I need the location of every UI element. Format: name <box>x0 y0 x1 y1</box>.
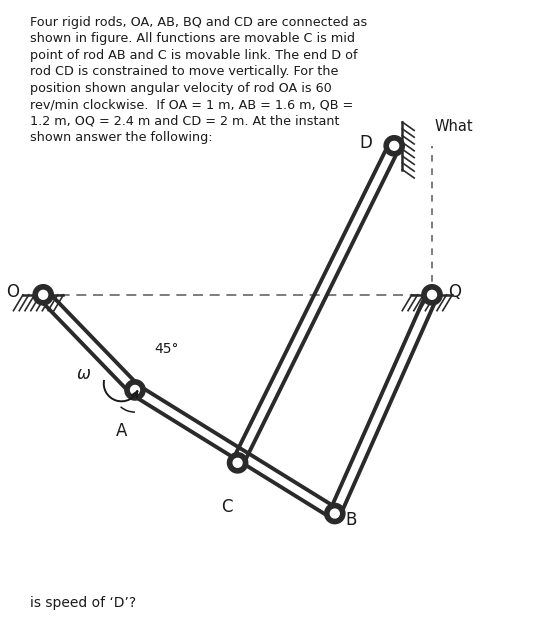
Ellipse shape <box>33 285 53 305</box>
Ellipse shape <box>330 509 339 518</box>
Ellipse shape <box>428 290 436 299</box>
Text: C: C <box>221 498 233 515</box>
Text: A: A <box>116 422 127 439</box>
Ellipse shape <box>325 503 345 524</box>
Text: What: What <box>435 119 474 134</box>
Text: O: O <box>6 283 19 301</box>
Text: Q: Q <box>448 283 461 301</box>
Ellipse shape <box>125 380 145 400</box>
Ellipse shape <box>384 136 404 156</box>
Text: D: D <box>360 134 373 152</box>
Ellipse shape <box>131 385 139 394</box>
Text: 45°: 45° <box>154 342 178 356</box>
Ellipse shape <box>39 290 48 299</box>
Text: ω: ω <box>77 365 91 383</box>
Ellipse shape <box>390 141 399 150</box>
Text: Four rigid rods, OA, AB, BQ and CD are connected as
shown in figure. All functio: Four rigid rods, OA, AB, BQ and CD are c… <box>30 16 367 145</box>
Text: B: B <box>346 511 357 529</box>
Ellipse shape <box>227 453 248 473</box>
Ellipse shape <box>422 285 442 305</box>
Text: is speed of ‘D’?: is speed of ‘D’? <box>30 596 136 610</box>
Ellipse shape <box>233 458 242 467</box>
